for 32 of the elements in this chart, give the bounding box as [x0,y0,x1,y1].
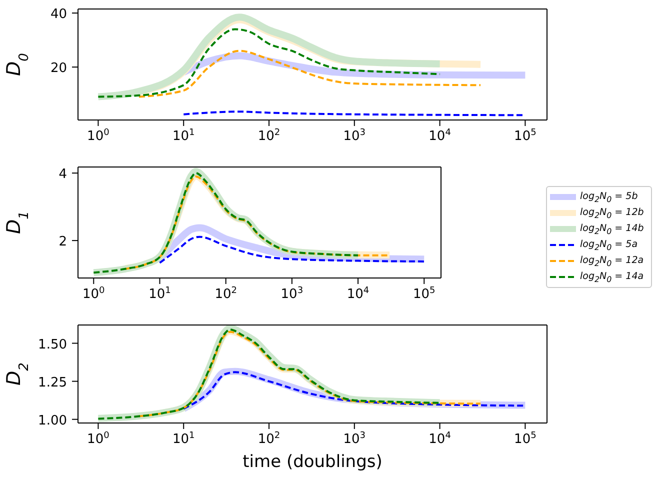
x-tick-label: 10$^{4}$ [428,128,452,144]
x-tick-label: 10$^{4}$ [346,286,370,302]
x-tick-label: 10$^{4}$ [428,431,452,447]
x-tick-label: 10$^{3}$ [343,128,366,144]
x-tick-label: 10$^{1}$ [148,286,171,302]
x-tick-label: 10$^{0}$ [82,286,106,302]
y-tick-label: 1.50 [38,337,67,352]
legend-label: log$_{2}$N$_{0}$ = 5b [580,190,638,204]
x-tick-label: 10$^{2}$ [214,286,237,302]
y-tick-label: 1.25 [38,375,67,390]
x-tick-label: 10$^{3}$ [280,286,304,302]
x-tick-label: 10$^{5}$ [412,286,436,302]
y-tick-label: 20 [50,61,67,76]
x-tick-label: 10$^{1}$ [172,431,195,447]
x-tick-label: 10$^{0}$ [87,128,110,144]
x-tick-label: 10$^{5}$ [514,431,536,447]
legend-label: log$_{2}$N$_{0}$ = 12a [580,254,644,268]
x-tick-label: 10$^{0}$ [87,431,110,447]
legend-label: log$_{2}$N$_{0}$ = 5a [580,238,638,252]
legend-label: log$_{2}$N$_{0}$ = 14b [580,222,644,236]
legend-label: log$_{2}$N$_{0}$ = 14a [580,270,644,284]
y-tick-label: 40 [50,7,67,22]
y-tick-label: 1.00 [38,413,67,428]
x-tick-label: 10$^{3}$ [343,431,366,447]
y-tick-label: 4 [58,167,67,182]
x-tick-label: 10$^{5}$ [514,128,536,144]
y-tick-label: 2 [58,234,67,250]
x-axis-title: time (doublings) [242,452,382,472]
x-tick-label: 10$^{2}$ [258,128,280,144]
x-tick-label: 10$^{1}$ [172,128,195,144]
legend-label: log$_{2}$N$_{0}$ = 12b [580,206,644,220]
x-tick-label: 10$^{2}$ [258,431,280,447]
